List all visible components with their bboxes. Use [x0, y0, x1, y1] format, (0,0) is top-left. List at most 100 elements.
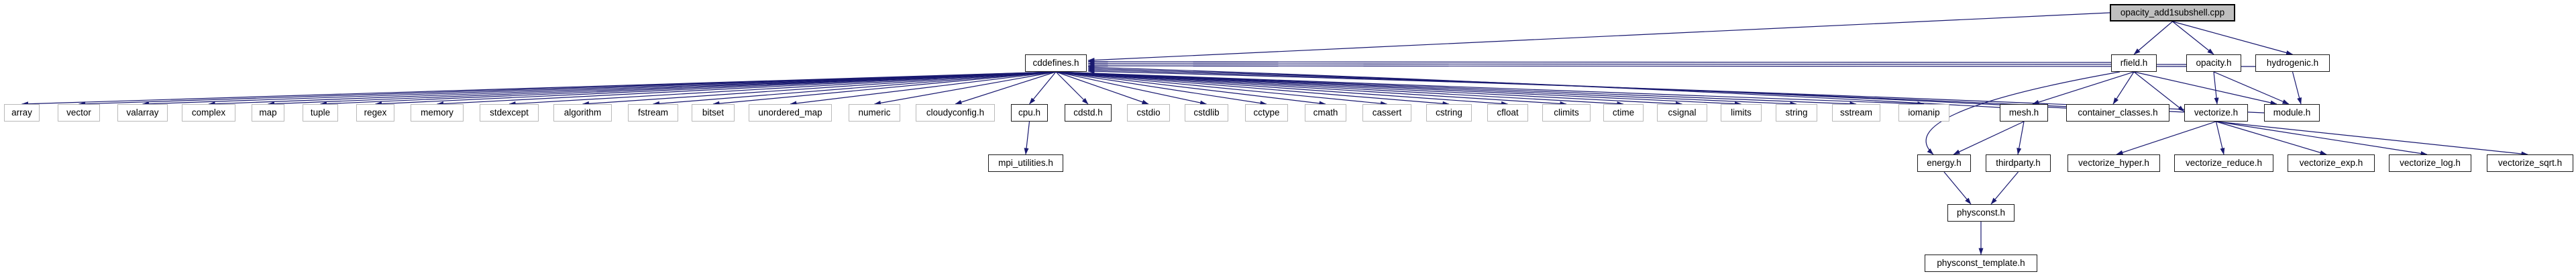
edge-vectorize-to-vectorize_sqrt — [2216, 121, 2528, 156]
edge-vectorize-to-vectorize_reduce — [2215, 121, 2225, 155]
edge-cddefines-to-cstdio — [1055, 71, 1149, 105]
node-energy[interactable]: energy.h — [1917, 154, 1971, 172]
edge-vectorize-to-vectorize_exp — [2216, 121, 2327, 155]
edge-cddefines-to-cmath — [1055, 71, 1326, 106]
node-cdstd[interactable]: cdstd.h — [1065, 104, 1112, 122]
node-stdexcept: stdexcept — [480, 104, 539, 122]
edge-cddefines-to-iomanip — [1055, 71, 1925, 107]
node-regex: regex — [356, 104, 394, 122]
edge-cddefines-to-algorithm — [582, 71, 1057, 106]
node-memory: memory — [411, 104, 464, 122]
node-cfloat: cfloat — [1487, 104, 1528, 122]
edge-rfield-to-container_classes — [2112, 71, 2135, 105]
edge-rfield-to-mesh — [2032, 71, 2135, 105]
edge-energy-to-physconst — [1943, 171, 1972, 205]
node-cmath: cmath — [1305, 104, 1346, 122]
node-vectorize_sqrt[interactable]: vectorize_sqrt.h — [2487, 154, 2573, 172]
node-cpu[interactable]: cpu.h — [1011, 104, 1048, 122]
node-physconst_template[interactable]: physconst_template.h — [1925, 255, 2037, 272]
edge-mesh-to-energy — [1953, 121, 2025, 155]
node-complex: complex — [182, 104, 235, 122]
node-iomanip: iomanip — [1898, 104, 1949, 122]
node-limits: limits — [1721, 104, 1762, 122]
edge-cddefines-to-valarray — [142, 71, 1057, 107]
edge-vectorize-to-vectorize_hyper — [2116, 121, 2216, 155]
edge-cddefines-to-cassert — [1055, 71, 1387, 106]
node-opacity_add1subshell_cpp: opacity_add1subshell.cpp — [2110, 4, 2235, 21]
node-cstdio: cstdio — [1127, 104, 1170, 122]
edge-cddefines-to-numeric — [874, 71, 1057, 105]
node-cctype: cctype — [1245, 104, 1288, 122]
node-ctime: ctime — [1603, 104, 1644, 122]
edge-opacity_add1subshell_cpp-to-rfield — [2133, 21, 2173, 55]
edge-cddefines-to-cstring — [1055, 71, 1450, 106]
edge-rfield-to-energy — [1925, 71, 2121, 155]
node-vectorize_exp[interactable]: vectorize_exp.h — [2288, 154, 2375, 172]
edge-opacity-to-module — [2213, 71, 2290, 105]
node-physconst[interactable]: physconst.h — [1947, 204, 2015, 222]
edge-cddefines-to-fstream — [653, 71, 1057, 106]
edge-cddefines-to-cstdlib — [1055, 71, 1207, 105]
edge-vectorize-to-vectorize_log — [2216, 121, 2428, 156]
edge-cddefines-to-cpu — [1029, 71, 1057, 105]
edge-cddefines-to-regex — [375, 71, 1057, 107]
node-cloudyconfig: cloudyconfig.h — [916, 104, 995, 122]
node-mesh[interactable]: mesh.h — [2000, 104, 2048, 122]
edge-cddefines-to-tuple — [320, 71, 1057, 107]
node-numeric: numeric — [849, 104, 900, 122]
edge-cpu-to-mpi_utilities — [1024, 121, 1030, 155]
node-map: map — [252, 104, 284, 122]
node-cassert: cassert — [1362, 104, 1411, 122]
edge-cddefines-to-stdexcept — [508, 71, 1057, 106]
node-string: string — [1776, 104, 1817, 122]
edge-opacity_add1subshell_cpp-to-hydrogenic — [2172, 21, 2293, 55]
edge-cddefines-to-cfloat — [1055, 71, 1508, 106]
node-vectorize[interactable]: vectorize.h — [2184, 104, 2248, 122]
node-bitset: bitset — [692, 104, 735, 122]
node-opacity[interactable]: opacity.h — [2186, 54, 2241, 72]
node-hydrogenic[interactable]: hydrogenic.h — [2255, 54, 2330, 72]
edge-cddefines-to-unordered_map — [790, 71, 1057, 106]
edge-cddefines-to-complex — [208, 71, 1057, 107]
edge-mesh-to-thirdparty — [2017, 121, 2025, 155]
node-climits: climits — [1542, 104, 1591, 122]
edge-cddefines-to-ctime — [1055, 71, 1624, 106]
edge-cddefines-to-cctype — [1055, 71, 1267, 106]
edge-opacity_add1subshell_cpp-to-cddefines — [1087, 12, 2110, 63]
node-rfield[interactable]: rfield.h — [2111, 54, 2157, 72]
edge-thirdparty-to-physconst — [1990, 171, 2019, 205]
node-mpi_utilities[interactable]: mpi_utilities.h — [988, 154, 1063, 172]
node-vectorize_hyper[interactable]: vectorize_hyper.h — [2068, 154, 2160, 172]
node-sstream: sstream — [1832, 104, 1880, 122]
edge-opacity-to-vectorize — [2213, 71, 2219, 105]
node-vectorize_reduce[interactable]: vectorize_reduce.h — [2174, 154, 2273, 172]
node-tuple: tuple — [303, 104, 338, 122]
node-cstdlib: cstdlib — [1185, 104, 1228, 122]
node-container_classes[interactable]: container_classes.h — [2066, 104, 2169, 122]
node-array: array — [4, 104, 40, 122]
node-thirdparty[interactable]: thirdparty.h — [1986, 154, 2051, 172]
edge-hydrogenic-to-module — [2292, 71, 2302, 105]
node-algorithm: algorithm — [553, 104, 612, 122]
edge-rfield-to-vectorize — [2133, 71, 2185, 112]
edge-cddefines-to-csignal — [1055, 71, 1682, 107]
node-valarray: valarray — [117, 104, 168, 122]
edge-cddefines-to-sstream — [1055, 71, 1857, 107]
edge-opacity_add1subshell_cpp-to-opacity — [2172, 21, 2214, 55]
edge-cddefines-to-climits — [1055, 71, 1567, 106]
node-module[interactable]: module.h — [2264, 104, 2320, 122]
node-unordered_map: unordered_map — [749, 104, 832, 122]
node-fstream: fstream — [628, 104, 678, 122]
node-vector: vector — [58, 104, 100, 122]
edge-cddefines-to-memory — [437, 71, 1057, 107]
node-cddefines[interactable]: cddefines.h — [1025, 54, 1087, 72]
edge-cddefines-to-cloudyconfig — [955, 71, 1057, 105]
edge-cddefines-to-cdstd — [1055, 71, 1089, 105]
node-csignal: csignal — [1657, 104, 1707, 122]
edge-rfield-to-module — [2133, 71, 2277, 105]
node-cstring: cstring — [1426, 104, 1472, 122]
edge-cddefines-to-bitset — [712, 71, 1057, 106]
node-vectorize_log[interactable]: vectorize_log.h — [2389, 154, 2471, 172]
